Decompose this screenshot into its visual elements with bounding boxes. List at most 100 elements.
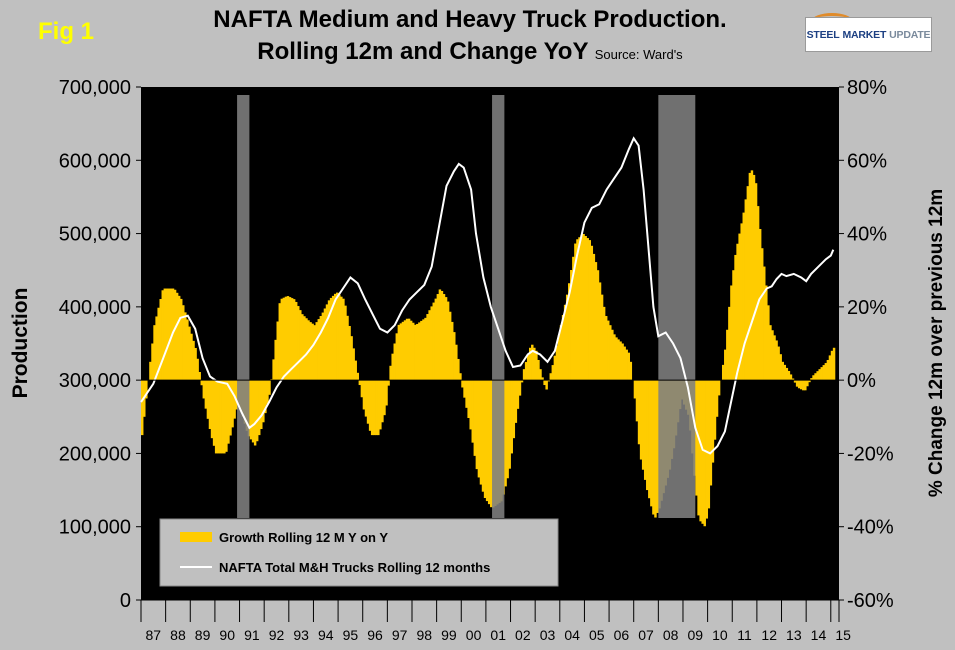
growth-bar: [555, 345, 559, 381]
growth-bar: [594, 262, 598, 381]
x-tick-label: 02: [515, 627, 531, 643]
growth-bar: [824, 363, 828, 381]
growth-bar: [321, 312, 325, 381]
growth-bar: [717, 380, 721, 396]
x-tick-label: 94: [318, 627, 334, 643]
growth-bar: [537, 359, 540, 381]
growth-bar: [407, 318, 411, 381]
growth-bar: [580, 235, 583, 381]
growth-bar: [814, 373, 817, 381]
growth-bar: [818, 369, 821, 381]
growth-bar: [202, 380, 206, 399]
chart-title: NAFTA Medium and Heavy Truck Production.…: [160, 4, 780, 71]
x-tick-label: 03: [540, 627, 556, 643]
growth-bar: [381, 380, 384, 423]
x-tick-label: 13: [786, 627, 802, 643]
growth-bar: [163, 288, 167, 381]
x-tick-label: 98: [417, 627, 433, 643]
growth-bar: [161, 290, 164, 381]
growth-bar: [395, 333, 399, 381]
growth-bar: [793, 380, 797, 383]
x-tick-label: 14: [811, 627, 827, 643]
growth-bar: [563, 304, 567, 381]
legend-swatch-bars: [180, 532, 212, 542]
growth-bar: [216, 380, 220, 454]
growth-bar: [184, 312, 187, 381]
growth-bar: [280, 298, 284, 381]
growth-bar: [828, 355, 832, 381]
growth-bar: [286, 296, 290, 381]
growth-bar: [551, 365, 555, 381]
growth-bar: [186, 319, 189, 381]
growth-bar: [416, 323, 419, 381]
growth-bar: [541, 377, 544, 381]
growth-bar: [253, 380, 257, 446]
growth-bar: [249, 380, 253, 440]
recession-band: [237, 95, 250, 518]
growth-bar: [516, 380, 520, 409]
growth-bar: [477, 380, 481, 478]
figure-label: Fig 1: [38, 18, 95, 45]
growth-bar: [262, 380, 265, 423]
growth-bar: [615, 337, 618, 381]
growth-bar: [586, 238, 589, 381]
production-line-path: [140, 136, 835, 455]
growth-bar: [450, 321, 454, 381]
growth-bar: [422, 319, 425, 381]
growth-bar: [726, 329, 729, 381]
growth-bar: [568, 283, 571, 381]
x-axis: 87 88 89 90 91 92 93 94 95 96 97 98 99 00 01 02 03 04 05 06…: [140, 599, 851, 643]
growth-bar: [621, 343, 624, 381]
x-tick-label: 89: [195, 627, 211, 643]
growth-bars: [141, 170, 836, 527]
growth-bar: [436, 294, 440, 381]
growth-bar: [149, 361, 152, 381]
growth-bar: [547, 380, 550, 382]
growth-bar: [356, 372, 360, 381]
growth-bar: [584, 236, 587, 381]
growth-bar: [432, 302, 435, 381]
growth-bar: [529, 347, 532, 381]
growth-bar: [570, 270, 573, 381]
growth-bar: [769, 325, 772, 381]
growth-bar: [635, 380, 639, 422]
x-tick-label: 90: [219, 627, 235, 643]
right-tick-label: 0%: [847, 370, 876, 392]
growth-bar: [420, 320, 423, 381]
growth-bar: [524, 362, 528, 381]
growth-bar: [434, 298, 438, 381]
growth-bar: [485, 380, 489, 502]
growth-bar: [799, 380, 803, 390]
left-tick-label: 400,000: [59, 297, 131, 319]
growth-bar: [448, 311, 452, 381]
growth-bar: [771, 330, 774, 381]
right-tick-label: 20%: [847, 297, 887, 319]
growth-bar: [336, 292, 339, 381]
growth-bar: [409, 320, 413, 381]
growth-bar: [424, 317, 427, 381]
x-tick-label: 11: [737, 627, 752, 643]
growth-bar: [744, 199, 748, 381]
growth-bar: [401, 321, 405, 381]
x-tick-label: 15: [835, 627, 851, 643]
growth-bar: [278, 303, 281, 381]
growth-bar: [808, 380, 811, 383]
growth-bar: [578, 237, 581, 381]
growth-bar: [233, 380, 236, 419]
left-tick-label: 300,000: [59, 370, 131, 392]
legend-box: [159, 518, 559, 587]
growth-bar: [559, 325, 563, 381]
growth-bar: [652, 380, 655, 515]
growth-bar: [479, 380, 483, 485]
right-tick-label: -40%: [847, 517, 894, 539]
growth-bar: [590, 245, 594, 381]
growth-bar: [333, 293, 337, 381]
growth-bar: [219, 380, 222, 454]
production-line: [140, 136, 835, 455]
growth-bar: [746, 186, 750, 381]
growth-bar: [397, 324, 401, 381]
growth-bar: [802, 380, 805, 391]
growth-bar: [508, 380, 511, 469]
growth-bar: [276, 321, 279, 381]
growth-bar: [810, 378, 813, 381]
